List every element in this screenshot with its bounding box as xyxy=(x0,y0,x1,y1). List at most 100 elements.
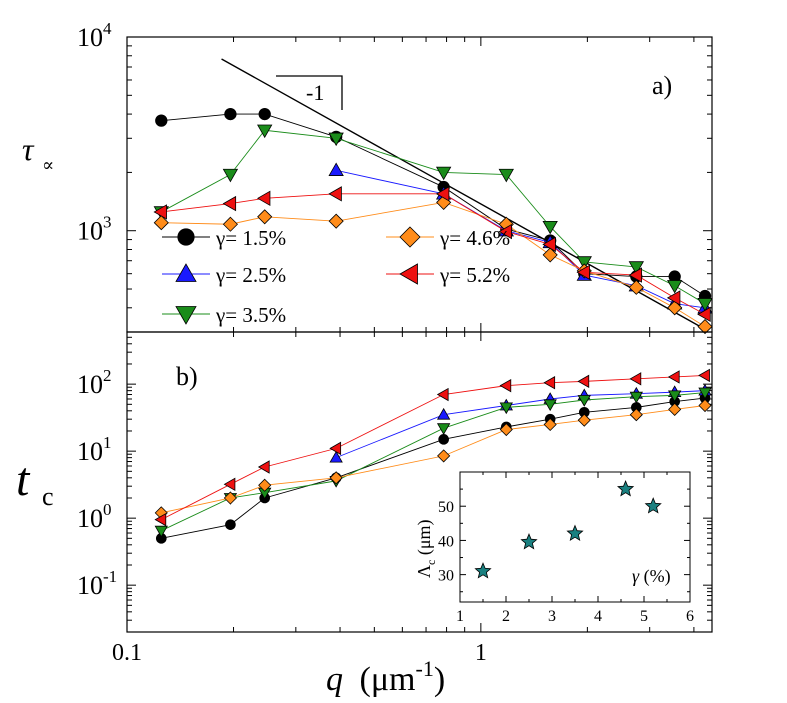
panel-b-series-4-point-6 xyxy=(543,376,556,390)
panel-a-ytick-label-1: 104 xyxy=(77,19,112,52)
inset-ylabel-unit: (μm) xyxy=(414,519,435,559)
panel-a-series-3-point-10 xyxy=(697,319,713,335)
slope-annotation: -1 xyxy=(276,75,343,110)
inset-point-3 xyxy=(617,480,635,497)
panel-a-series-2-point-1 xyxy=(222,168,239,183)
panel-b-ytick-label-2-base: 10 xyxy=(77,437,103,466)
panel-a-series-2-point-10 xyxy=(697,298,713,312)
panel-a: 103 104 xyxy=(77,19,713,335)
panel-b-series-4-point-4 xyxy=(436,387,449,402)
panel-b-ytick-label-1-base: 10 xyxy=(77,504,103,533)
panel-a-series-4-point-4 xyxy=(435,186,450,202)
panel-a-series-4-point-5 xyxy=(498,223,512,240)
panel-b-series-4-point-10 xyxy=(698,368,710,383)
x-tick-label-0: 0.1 xyxy=(112,640,142,666)
panel-b-series-3-point-5 xyxy=(499,422,513,437)
panel-b-series-2-point-10 xyxy=(698,387,712,400)
inset-xtick-label-1: 2 xyxy=(502,608,510,625)
inset-xtick-label-5: 6 xyxy=(686,608,694,625)
panel-a-series-3-point-8 xyxy=(628,279,644,295)
panel-b-ylabel-sub: c xyxy=(42,482,54,511)
inset-point-1 xyxy=(520,533,538,550)
panel-b-series-line-1 xyxy=(335,390,706,459)
inset-xlabel-unit: (%) xyxy=(639,566,670,587)
panel-a-fit-line xyxy=(221,58,706,330)
panel-b-ytick-label-0-base: 10 xyxy=(77,571,103,600)
panel-a-series-4-point-6 xyxy=(542,236,556,253)
legend-label-1: γ= 2.5% xyxy=(215,263,286,287)
panel-b-series-3-point-7 xyxy=(577,413,591,427)
legend-label-4: γ= 5.2% xyxy=(439,263,510,287)
slope-label: -1 xyxy=(306,80,324,105)
panel-a-series-3-point-2 xyxy=(257,209,273,225)
panel-a-series-3-point-0 xyxy=(153,215,169,231)
panel-b-series-2-point-6 xyxy=(543,399,557,412)
panel-b-series-4-point-0 xyxy=(154,512,167,527)
panel-b-ytick-label-2-exp: 1 xyxy=(103,433,112,452)
panel-b-series-4-point-5 xyxy=(499,378,512,393)
panel-a-series-4-point-0 xyxy=(153,204,167,220)
inset: 1 2 3 4 5 6 30 40 50 γ (%) Λc (μm) xyxy=(414,472,694,625)
panel-b-ytick-label-1: 100 xyxy=(77,500,112,533)
panel-a-series-4-point-10 xyxy=(697,306,711,323)
panel-a-series-4-point-1 xyxy=(222,195,237,212)
panel-a-ylabel-sub: ∝ xyxy=(42,155,54,175)
panel-b-series-3-point-2 xyxy=(258,478,272,492)
panel-a-series-0-point-2 xyxy=(258,107,271,121)
inset-xlabel: γ (%) xyxy=(632,566,671,587)
panel-b-series-0-point-4 xyxy=(438,434,449,445)
inset-xtick-label-0: 1 xyxy=(456,608,464,625)
panel-b-series-0-point-1 xyxy=(225,519,236,530)
panel-a-ylabel: τ xyxy=(22,131,35,167)
panel-b-series-2-point-4 xyxy=(436,423,451,436)
inset-xlabel-gamma: γ xyxy=(632,566,640,586)
x-tick-label-1: 1 xyxy=(475,640,487,666)
legend-marker-3 xyxy=(399,226,421,248)
panel-b-series-4-point-3 xyxy=(329,441,342,456)
panel-a-ytick-label-0: 103 xyxy=(77,213,112,246)
panel-a-series-3-point-3 xyxy=(328,213,344,229)
legend-marker-4 xyxy=(399,263,418,285)
legend-marker-1 xyxy=(175,263,197,282)
panel-b-series-3-point-1 xyxy=(223,491,237,505)
inset-ylabel: Λc (μm) xyxy=(414,519,438,578)
inset-point-0 xyxy=(474,562,492,579)
panel-a-series-4-point-3 xyxy=(328,186,342,202)
panel-a-ytick-label-1-exp: 4 xyxy=(103,19,112,38)
panel-a-series-4-point-2 xyxy=(256,190,271,206)
inset-xtick-label-3: 4 xyxy=(594,608,602,625)
panel-b-ytick-label-2: 101 xyxy=(77,433,112,466)
panel-b-ylabel: t xyxy=(16,453,31,506)
panel-a-series-2-point-4 xyxy=(435,166,452,181)
panel-a-label: a) xyxy=(652,71,672,100)
x-axis-label-unit: (μm xyxy=(351,661,416,698)
panel-a-series-2-point-7 xyxy=(576,256,592,270)
inset-ytick-label-1: 40 xyxy=(438,533,454,550)
panel-a-series-3-point-1 xyxy=(222,216,238,232)
inset-xtick-label-2: 3 xyxy=(548,608,556,625)
legend-label-3: γ= 4.6% xyxy=(439,226,510,250)
panel-a-series-line-4 xyxy=(161,193,706,315)
panel-b-ytick-label-3-exp: 2 xyxy=(103,366,112,385)
panel-b-series-4-point-7 xyxy=(577,374,590,389)
panel-b-series-3-point-6 xyxy=(543,417,557,432)
panel-a-frame xyxy=(126,36,713,333)
x-axis-label: q (μm-1) xyxy=(326,656,445,698)
panel-a-ytick-label-0-exp: 3 xyxy=(103,213,112,232)
panel-b-series-2-point-5 xyxy=(499,402,513,415)
x-axis-label-q: q xyxy=(326,661,343,698)
panel-b-series-2-point-9 xyxy=(668,390,682,403)
panel-b-series-2-point-0 xyxy=(154,525,168,538)
inset-ytick-label-0: 30 xyxy=(438,568,454,585)
x-axis-label-close: ) xyxy=(434,661,445,698)
legend-label-2: γ= 3.5% xyxy=(215,303,286,327)
panel-a-series-3-point-6 xyxy=(542,247,558,263)
inset-ylabel-sub: c xyxy=(424,560,438,565)
panel-b-series-3-point-8 xyxy=(629,408,643,422)
panel-b-series-4-point-9 xyxy=(667,370,680,384)
panel-a-series-2-point-2 xyxy=(257,124,273,139)
legend-marker-0 xyxy=(177,228,195,246)
panel-b-series-3-point-10 xyxy=(698,398,712,413)
panel-a-series-2-point-8 xyxy=(628,261,645,275)
